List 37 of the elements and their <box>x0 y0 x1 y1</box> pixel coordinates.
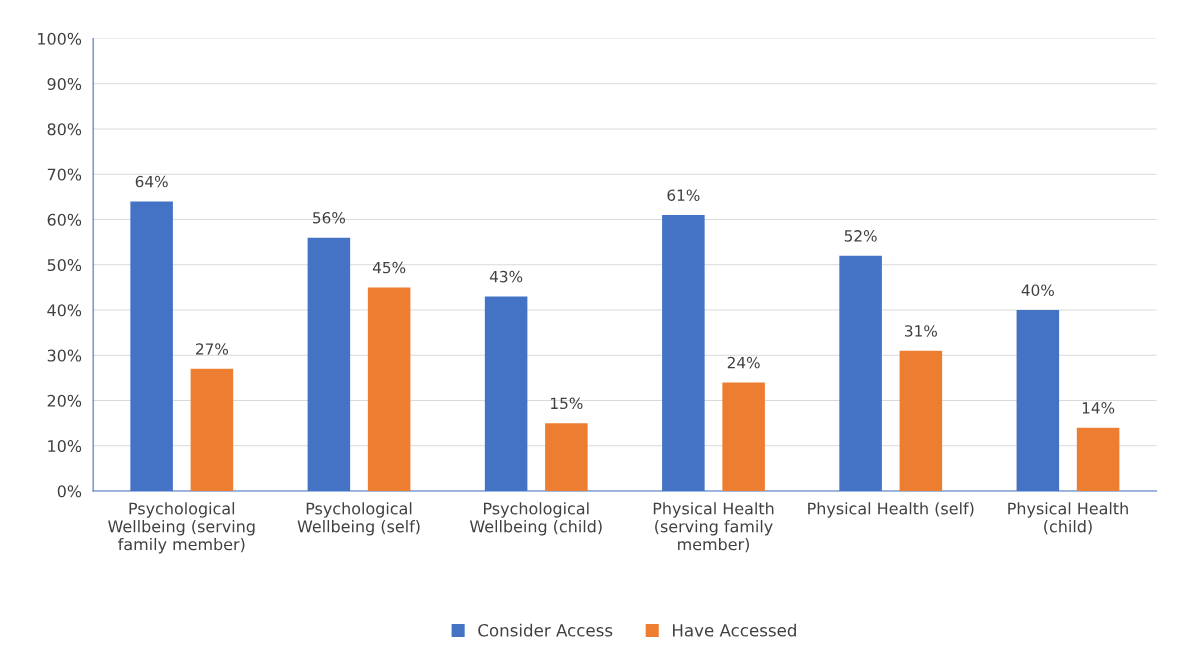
data-label: 45% <box>372 261 406 274</box>
y-tick-label: 50% <box>47 259 82 272</box>
data-label: 64% <box>135 175 168 188</box>
data-label: 61% <box>667 189 700 201</box>
bar <box>190 368 234 492</box>
data-label: 52% <box>844 230 877 242</box>
data-label: 43% <box>489 270 523 283</box>
data-label: 31% <box>905 325 937 337</box>
x-tick-label: Psychological Wellbeing (serving family member) <box>108 502 255 554</box>
data-label: 15% <box>551 397 583 410</box>
y-tick-label: 90% <box>47 77 82 91</box>
y-tick-label: 20% <box>47 394 82 407</box>
x-tick-label: Psychological Wellbeing (self) <box>297 502 420 536</box>
data-label: 14% <box>1082 402 1115 414</box>
x-tick-label: Physical Health (child) <box>1008 502 1128 535</box>
bar <box>367 287 411 492</box>
y-tick-label: 80% <box>47 123 82 136</box>
data-label: 56% <box>313 212 346 224</box>
legend-label: Have Accessed <box>673 623 796 637</box>
legend-label: Consider Access <box>478 623 613 637</box>
data-label: 40% <box>1021 284 1054 296</box>
y-tick-label: 70% <box>47 168 82 181</box>
x-tick-label: Physical Health (serving family member) <box>653 502 774 553</box>
data-label: 27% <box>196 343 229 355</box>
y-tick-label: 30% <box>47 349 82 362</box>
y-tick-label: 0% <box>57 485 82 498</box>
y-tick-label: 10% <box>48 440 82 453</box>
bar <box>722 382 765 492</box>
bar <box>1076 427 1120 492</box>
bar <box>899 350 943 492</box>
y-tick-label: 100% <box>38 32 82 45</box>
y-tick-label: 40% <box>47 304 82 317</box>
bar <box>545 423 588 492</box>
y-tick-label: 60% <box>47 213 82 226</box>
data-label: 24% <box>727 356 760 369</box>
x-tick-label: Physical Health (self) <box>808 502 974 518</box>
x-tick-label: Psychological Wellbeing (child) <box>469 502 602 536</box>
